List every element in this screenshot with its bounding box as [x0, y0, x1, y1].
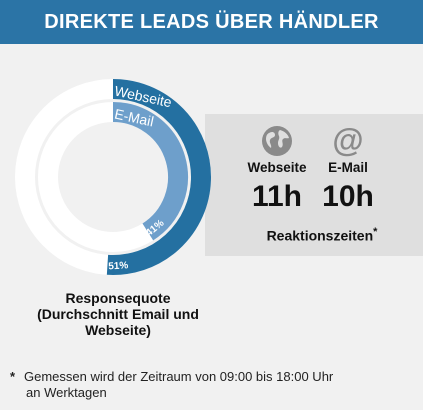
response-time-asterisk: * [373, 226, 378, 238]
footnote-line-1: Gemessen wird der Zeitraum von 09:00 bis… [24, 369, 334, 384]
footnote: * Gemessen wird der Zeitraum von 09:00 bi… [10, 369, 410, 401]
metric-label-email: E-Mail [328, 160, 368, 175]
page-title: DIREKTE LEADS ÜBER HÄNDLER [44, 10, 379, 33]
response-time-panel [205, 114, 423, 256]
globe-icon [262, 126, 292, 156]
footnote-line-2: an Werktagen [26, 385, 107, 400]
metric-webseite: Webseite [242, 124, 312, 175]
at-icon: @ [332, 124, 363, 158]
title-banner: DIREKTE LEADS ÜBER HÄNDLER [0, 0, 423, 44]
data-label-webseite: 51% [108, 260, 129, 272]
chart-caption: Responsequote (Durchschnitt Email und We… [18, 290, 218, 338]
metric-value-email: 10h [322, 180, 374, 213]
metric-email: @ E-Mail [313, 124, 383, 175]
response-time-label: Reaktionszeiten* [232, 226, 412, 244]
metric-value-webseite: 11h [251, 180, 303, 213]
svg-text:@: @ [332, 124, 363, 158]
chart-caption-line-2: (Durchschnitt Email und [37, 306, 199, 322]
donut-slice-webseite [106, 79, 211, 275]
chart-caption-line-3: Webseite) [85, 322, 151, 338]
footnote-asterisk: * [10, 369, 16, 384]
metric-label-webseite: Webseite [247, 160, 307, 175]
response-time-label-text: Reaktionszeiten [266, 227, 374, 244]
donut-slice-email [112, 102, 188, 241]
chart-caption-line-1: Responsequote [65, 290, 171, 306]
